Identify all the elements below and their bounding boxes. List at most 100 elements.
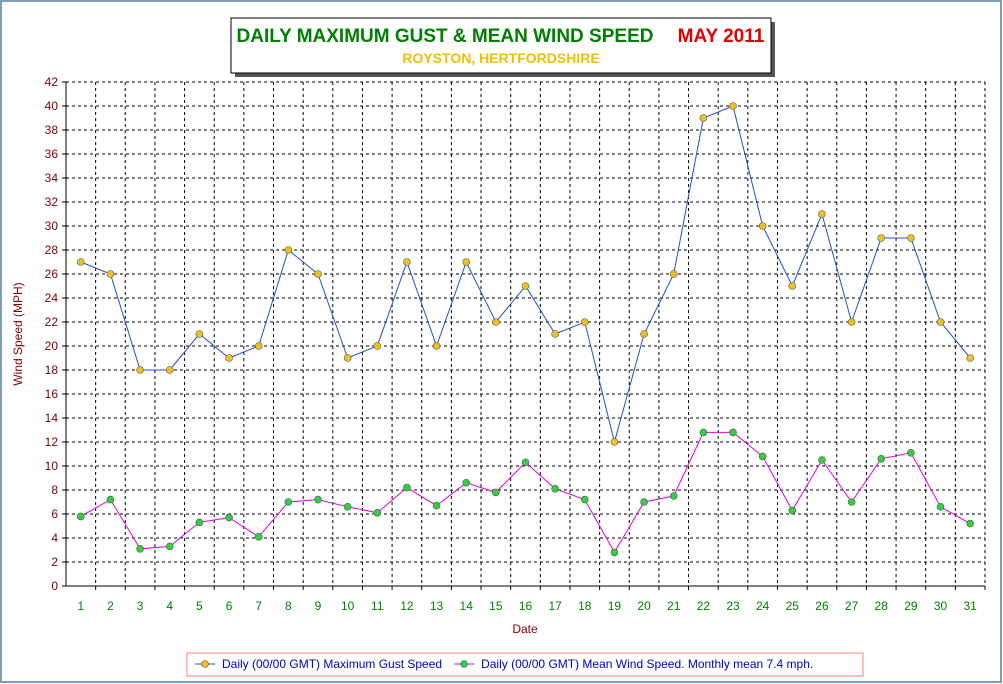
data-point: [966, 354, 974, 362]
x-tick-label: 15: [489, 599, 503, 613]
x-tick-label: 8: [285, 599, 292, 613]
data-point: [492, 488, 500, 497]
data-point: [225, 354, 233, 362]
data-point: [936, 502, 945, 511]
chart-title: DAILY MAXIMUM GUST & MEAN WIND SPEED: [237, 26, 654, 47]
y-tick-label: 0: [51, 579, 58, 593]
data-point: [729, 428, 737, 437]
data-point: [106, 495, 115, 504]
x-tick-label: 12: [400, 599, 414, 613]
y-tick-label: 30: [45, 219, 59, 233]
x-tick-label: 18: [578, 599, 592, 613]
data-point: [136, 544, 144, 553]
x-tick-label: 9: [315, 599, 322, 613]
x-tick-label: 5: [196, 599, 203, 613]
title-box: [230, 17, 772, 74]
data-point: [907, 448, 915, 457]
data-point: [580, 495, 589, 504]
x-tick-label: 6: [226, 599, 233, 613]
data-point: [818, 456, 826, 464]
data-point: [699, 114, 708, 122]
y-tick-label: 36: [45, 147, 59, 161]
y-axis-title: Wind Speed (MPH): [11, 282, 25, 385]
data-point: [758, 222, 767, 230]
x-tick-label: 11: [371, 599, 384, 613]
data-point: [254, 532, 263, 541]
data-point: [788, 282, 797, 290]
data-point: [106, 270, 115, 278]
x-tick-label: 20: [637, 599, 651, 613]
y-tick-label: 26: [45, 267, 59, 281]
data-point: [521, 458, 530, 467]
legend: [186, 652, 864, 677]
data-point: [195, 518, 204, 527]
y-tick-label: 8: [51, 483, 58, 497]
data-point: [195, 330, 204, 338]
y-tick-label: 16: [45, 387, 59, 401]
data-point: [788, 506, 797, 515]
data-point: [254, 342, 263, 350]
x-tick-label: 28: [875, 599, 889, 613]
chart-title-period: MAY 2011: [678, 26, 765, 47]
data-point: [462, 258, 471, 266]
x-tick-label: 30: [934, 599, 948, 613]
y-tick-label: 2: [51, 555, 58, 569]
data-point: [403, 483, 411, 492]
x-tick-label: 22: [697, 599, 711, 613]
x-tick-label: 27: [845, 599, 859, 613]
data-point: [373, 508, 382, 517]
data-point: [165, 366, 174, 374]
legend-label: Daily (00/00 GMT) Maximum Gust Speed: [222, 657, 442, 671]
data-point: [373, 342, 382, 350]
data-point: [818, 210, 826, 218]
y-tick-label: 22: [45, 315, 59, 329]
x-tick-label: 26: [815, 599, 829, 613]
y-tick-label: 12: [45, 435, 59, 449]
data-point: [966, 519, 974, 528]
x-axis-title: Date: [512, 622, 538, 636]
data-point: [847, 498, 856, 506]
data-point: [669, 492, 678, 500]
x-tick-label: 21: [667, 599, 681, 613]
x-tick-label: 10: [341, 599, 355, 613]
x-tick-label: 4: [166, 599, 173, 613]
x-tick-label: 1: [77, 599, 84, 613]
data-point: [314, 495, 322, 504]
y-tick-label: 20: [45, 339, 59, 353]
data-point: [729, 102, 737, 110]
data-point: [77, 258, 85, 266]
x-tick-label: 7: [255, 599, 262, 613]
y-tick-label: 24: [45, 291, 59, 305]
data-point: [936, 318, 945, 326]
data-point: [610, 548, 619, 557]
data-point: [610, 438, 619, 446]
x-tick-label: 3: [137, 599, 144, 613]
chart-subtitle: ROYSTON, HERTFORDSHIRE: [402, 50, 599, 66]
y-tick-label: 38: [45, 123, 59, 137]
x-tick-label: 16: [519, 599, 533, 613]
data-point: [907, 234, 915, 242]
x-tick-label: 13: [430, 599, 444, 613]
legend-label: Daily (00/00 GMT) Mean Wind Speed. Month…: [481, 657, 813, 671]
data-point: [165, 542, 174, 551]
y-tick-label: 6: [51, 507, 58, 521]
y-tick-label: 10: [45, 459, 59, 473]
x-tick-label: 17: [548, 599, 562, 613]
data-point: [551, 484, 559, 493]
data-point: [877, 234, 886, 242]
data-point: [432, 501, 441, 510]
data-point: [492, 318, 500, 326]
data-point: [284, 498, 293, 506]
data-point: [314, 270, 322, 278]
data-point: [669, 270, 678, 278]
data-point: [877, 454, 886, 463]
data-point: [847, 318, 856, 326]
data-point: [462, 478, 471, 487]
x-tick-label: 29: [904, 599, 918, 613]
x-tick-label: 25: [786, 599, 800, 613]
data-point: [136, 366, 144, 374]
y-tick-label: 28: [45, 243, 59, 257]
